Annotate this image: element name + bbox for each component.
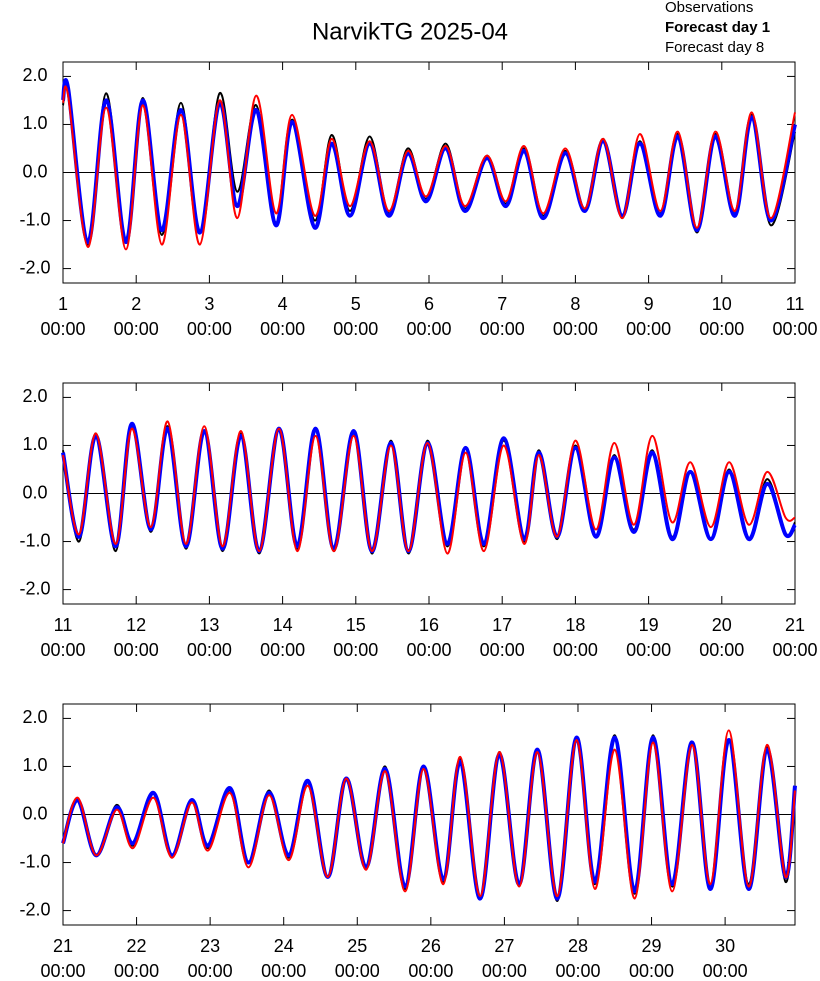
x-tick-label: 00:00	[187, 319, 232, 339]
x-tick-label: 00:00	[629, 961, 674, 981]
x-tick-label: 7	[497, 294, 507, 314]
x-tick-label: 24	[274, 936, 294, 956]
x-tick-label: 4	[278, 294, 288, 314]
x-tick-label: 00:00	[480, 640, 525, 660]
y-tick-label: 1.0	[22, 434, 47, 454]
x-tick-label: 3	[204, 294, 214, 314]
x-tick-label: 00:00	[40, 640, 85, 660]
y-tick-label: 1.0	[22, 113, 47, 133]
x-tick-label: 30	[715, 936, 735, 956]
x-tick-label: 2	[131, 294, 141, 314]
x-tick-label: 26	[421, 936, 441, 956]
x-tick-label: 00:00	[261, 961, 306, 981]
series-line	[62, 734, 796, 902]
x-tick-label: 14	[273, 615, 293, 635]
x-tick-label: 25	[347, 936, 367, 956]
x-tick-label: 00:00	[482, 961, 527, 981]
x-tick-label: 10	[712, 294, 732, 314]
x-tick-label: 11	[54, 615, 73, 635]
x-tick-label: 29	[642, 936, 662, 956]
x-tick-label: 21	[785, 615, 805, 635]
x-tick-label: 00:00	[335, 961, 380, 981]
y-tick-label: -1.0	[19, 851, 50, 871]
x-tick-label: 18	[565, 615, 585, 635]
x-tick-label: 00:00	[626, 319, 671, 339]
x-tick-label: 15	[346, 615, 366, 635]
x-tick-label: 5	[351, 294, 361, 314]
x-tick-label: 23	[200, 936, 220, 956]
legend-entry: Observations	[665, 0, 753, 16]
x-tick-label: 00:00	[699, 319, 744, 339]
x-tick-label: 00:00	[406, 319, 451, 339]
y-tick-label: 0.0	[22, 803, 47, 823]
x-tick-label: 00:00	[553, 319, 598, 339]
y-tick-label: -2.0	[19, 578, 50, 598]
x-tick-label: 00:00	[114, 640, 159, 660]
x-tick-label: 00:00	[480, 319, 525, 339]
x-tick-label: 00:00	[406, 640, 451, 660]
x-tick-label: 28	[568, 936, 588, 956]
y-tick-label: -1.0	[19, 209, 50, 229]
y-tick-label: 2.0	[22, 65, 47, 85]
x-tick-label: 17	[492, 615, 512, 635]
x-tick-label: 00:00	[260, 319, 305, 339]
series-line	[62, 420, 796, 555]
y-tick-label: -2.0	[19, 899, 50, 919]
x-tick-label: 00:00	[187, 640, 232, 660]
x-tick-label: 00:00	[772, 640, 817, 660]
x-tick-label: 1	[58, 294, 68, 314]
x-tick-label: 8	[570, 294, 580, 314]
x-tick-label: 20	[712, 615, 732, 635]
x-tick-label: 00:00	[40, 319, 85, 339]
x-tick-label: 00:00	[555, 961, 600, 981]
x-tick-label: 00:00	[114, 319, 159, 339]
legend-entry: Forecast day 8	[665, 39, 764, 56]
x-tick-label: 00:00	[114, 961, 159, 981]
y-tick-label: 0.0	[22, 482, 47, 502]
y-tick-label: 1.0	[22, 755, 47, 775]
x-tick-label: 22	[127, 936, 147, 956]
x-tick-label: 00:00	[553, 640, 598, 660]
x-tick-label: 00:00	[333, 319, 378, 339]
legend-entry: Forecast day 1	[665, 19, 770, 36]
x-tick-label: 00:00	[772, 319, 817, 339]
series-line	[62, 85, 796, 251]
x-tick-label: 00:00	[188, 961, 233, 981]
y-tick-label: 2.0	[22, 386, 47, 406]
x-tick-label: 00:00	[699, 640, 744, 660]
x-tick-label: 00:00	[626, 640, 671, 660]
chart-title: NarvikTG 2025-04	[312, 18, 508, 45]
series-line	[62, 729, 796, 900]
x-tick-label: 11	[786, 294, 805, 314]
series-line	[61, 735, 797, 901]
y-tick-label: -1.0	[19, 530, 50, 550]
x-tick-label: 27	[494, 936, 514, 956]
x-tick-label: 00:00	[40, 961, 85, 981]
y-tick-label: -2.0	[19, 257, 50, 277]
x-tick-label: 00:00	[408, 961, 453, 981]
x-tick-label: 6	[424, 294, 434, 314]
x-tick-label: 00:00	[703, 961, 748, 981]
x-tick-label: 00:00	[260, 640, 305, 660]
y-tick-label: 2.0	[22, 707, 47, 727]
y-tick-label: 0.0	[22, 161, 47, 181]
x-tick-label: 13	[199, 615, 219, 635]
x-tick-label: 12	[126, 615, 146, 635]
x-tick-label: 00:00	[333, 640, 378, 660]
x-tick-label: 16	[419, 615, 439, 635]
x-tick-label: 21	[53, 936, 73, 956]
x-tick-label: 9	[644, 294, 654, 314]
x-tick-label: 19	[639, 615, 659, 635]
